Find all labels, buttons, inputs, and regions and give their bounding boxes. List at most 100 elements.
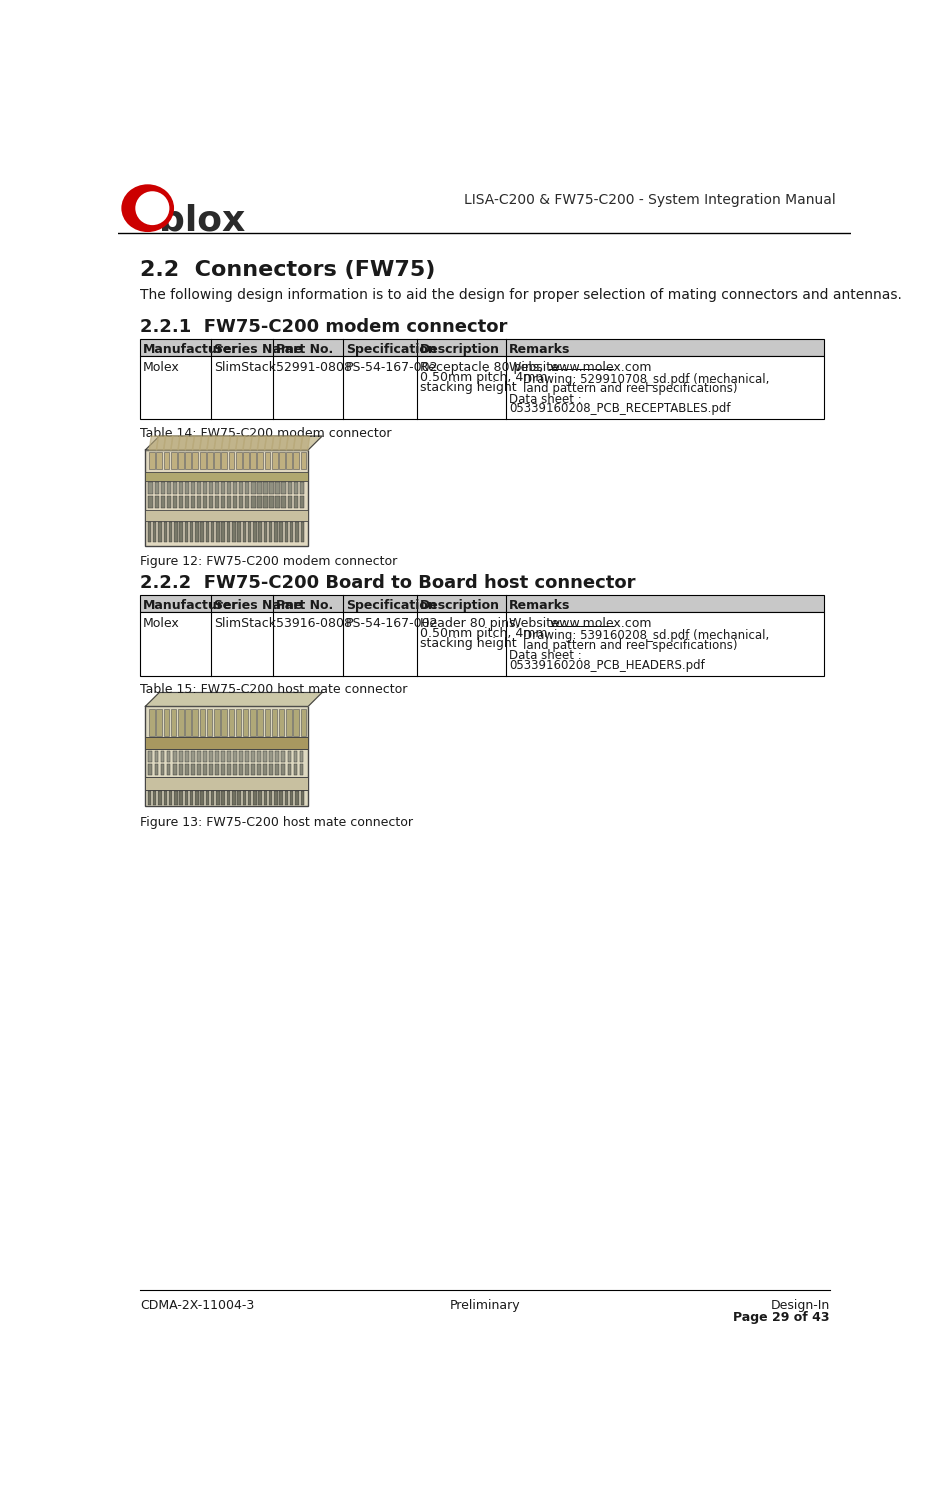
Bar xyxy=(265,708,270,735)
Polygon shape xyxy=(185,435,195,450)
Bar xyxy=(279,522,283,541)
Bar xyxy=(245,763,249,775)
Bar xyxy=(232,522,236,541)
Bar xyxy=(227,751,231,762)
Bar xyxy=(243,708,249,735)
Bar xyxy=(301,522,304,541)
Text: stacking height: stacking height xyxy=(420,380,517,394)
Bar xyxy=(263,751,267,762)
Text: u: u xyxy=(129,200,150,230)
Text: land pattern and reel specifications): land pattern and reel specifications) xyxy=(523,382,737,395)
Bar xyxy=(288,763,291,775)
Text: Description: Description xyxy=(420,599,499,613)
Text: Figure 13: FW75-C200 host mate connector: Figure 13: FW75-C200 host mate connector xyxy=(140,817,413,829)
Text: Header 80 pins,: Header 80 pins, xyxy=(420,617,519,631)
Bar xyxy=(191,482,195,494)
Bar xyxy=(301,708,307,735)
Bar xyxy=(254,792,256,805)
Text: The following design information is to aid the design for proper selection of ma: The following design information is to a… xyxy=(140,288,902,303)
Bar xyxy=(180,522,183,541)
Text: LISA-C200 & FW75-C200 - System Integration Manual: LISA-C200 & FW75-C200 - System Integrati… xyxy=(464,192,836,207)
Polygon shape xyxy=(192,435,201,450)
Bar xyxy=(245,497,250,508)
Bar xyxy=(257,708,263,735)
Bar xyxy=(237,792,241,805)
Bar xyxy=(215,497,219,508)
Bar xyxy=(146,737,308,748)
Bar xyxy=(164,522,167,541)
Bar xyxy=(148,792,151,805)
Bar xyxy=(282,751,286,762)
Bar xyxy=(301,792,304,805)
Bar xyxy=(158,522,162,541)
Bar xyxy=(171,452,177,470)
Bar xyxy=(221,792,225,805)
Polygon shape xyxy=(146,435,322,450)
Text: Remarks: Remarks xyxy=(509,343,570,356)
Bar xyxy=(156,708,162,735)
Bar xyxy=(166,763,170,775)
Bar xyxy=(270,482,273,494)
Bar xyxy=(161,763,165,775)
Bar xyxy=(179,763,183,775)
Bar xyxy=(229,452,235,470)
Bar xyxy=(254,522,256,541)
Bar xyxy=(221,482,225,494)
Text: Receptacle 80 pins,: Receptacle 80 pins, xyxy=(420,361,543,374)
Bar xyxy=(288,497,291,508)
Bar xyxy=(239,751,243,762)
Bar xyxy=(282,482,286,494)
Text: 2.2.1  FW75-C200 modem connector: 2.2.1 FW75-C200 modem connector xyxy=(140,318,507,335)
Text: 2.2  Connectors (FW75): 2.2 Connectors (FW75) xyxy=(140,259,435,280)
Bar xyxy=(202,751,207,762)
Bar xyxy=(237,522,241,541)
Bar xyxy=(205,522,209,541)
Bar xyxy=(269,522,272,541)
Bar xyxy=(227,763,231,775)
Text: Data sheet :: Data sheet : xyxy=(509,650,582,662)
Bar xyxy=(153,522,156,541)
Bar xyxy=(149,751,152,762)
Bar xyxy=(270,751,273,762)
Bar xyxy=(197,497,201,508)
Bar xyxy=(202,763,207,775)
Text: www.molex.com: www.molex.com xyxy=(549,617,652,631)
Bar xyxy=(149,452,155,470)
Bar xyxy=(200,452,205,470)
Bar xyxy=(279,708,285,735)
Bar xyxy=(233,751,237,762)
Bar xyxy=(146,450,308,546)
Bar xyxy=(248,792,252,805)
Bar xyxy=(252,497,255,508)
Bar xyxy=(146,510,308,520)
Bar xyxy=(233,763,237,775)
Text: 52991-0808: 52991-0808 xyxy=(276,361,352,374)
Bar xyxy=(179,482,183,494)
Bar xyxy=(154,482,159,494)
Text: Website :: Website : xyxy=(509,361,571,374)
Bar xyxy=(201,522,204,541)
Bar xyxy=(200,708,205,735)
Ellipse shape xyxy=(135,191,169,225)
Bar xyxy=(173,763,177,775)
Bar xyxy=(252,763,255,775)
Text: 05339160208_PCB_RECEPTABLES.pdf: 05339160208_PCB_RECEPTABLES.pdf xyxy=(509,403,730,414)
Bar xyxy=(239,497,243,508)
Bar xyxy=(207,708,212,735)
Polygon shape xyxy=(293,435,303,450)
Bar xyxy=(285,792,289,805)
Bar xyxy=(191,751,195,762)
Bar xyxy=(257,497,261,508)
Bar xyxy=(274,522,278,541)
Bar xyxy=(173,497,177,508)
Text: Part No.: Part No. xyxy=(276,343,334,356)
Text: Manufacturer: Manufacturer xyxy=(143,599,238,613)
Polygon shape xyxy=(257,435,267,450)
Bar xyxy=(161,751,165,762)
Text: 2.2.2  FW75-C200 Board to Board host connector: 2.2.2 FW75-C200 Board to Board host conn… xyxy=(140,574,636,592)
Bar xyxy=(248,522,252,541)
Bar xyxy=(179,497,183,508)
Bar xyxy=(184,482,189,494)
Bar xyxy=(265,452,271,470)
Text: 05339160208_PCB_HEADERS.pdf: 05339160208_PCB_HEADERS.pdf xyxy=(509,659,705,671)
